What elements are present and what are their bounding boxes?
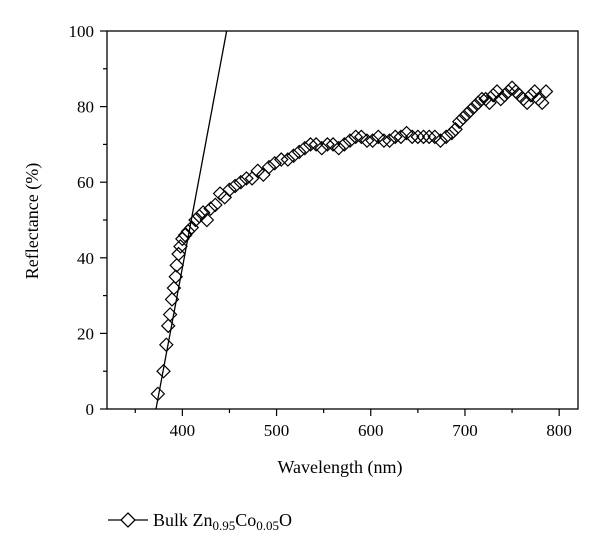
data-point: [173, 239, 188, 254]
data-point: [387, 129, 403, 145]
tangent-line: [155, 31, 228, 409]
x-tick-label-800: 800: [546, 421, 572, 440]
data-point: [331, 140, 347, 156]
data-point: [534, 95, 550, 111]
data-point: [470, 95, 486, 111]
plot-frame: [106, 30, 579, 410]
data-point: [166, 280, 182, 296]
data-point: [410, 129, 426, 145]
data-point: [342, 133, 358, 148]
data-point: [150, 386, 166, 402]
data-point: [314, 140, 330, 156]
data-point: [459, 106, 475, 122]
data-point: [500, 84, 516, 99]
data-point: [261, 159, 277, 175]
data-point: [421, 129, 437, 145]
data-point: [376, 133, 392, 148]
plot-area: 400 500 600 700 800 0 20 40 60 80 100: [69, 22, 579, 440]
data-point: [164, 292, 180, 307]
y-tick-label-80: 80: [77, 98, 94, 117]
legend-mid: Co: [235, 510, 256, 530]
x-axis-title: Wavelength (nm): [277, 457, 402, 478]
data-point: [280, 152, 296, 167]
data-point: [467, 99, 482, 114]
y-tick-label-40: 40: [77, 249, 94, 268]
data-point: [169, 258, 185, 273]
data-point: [438, 129, 454, 145]
legend: Bulk Zn0.95Co0.05O: [108, 510, 292, 533]
data-point: [222, 182, 237, 198]
data-point: [291, 144, 307, 160]
data-point: [489, 84, 505, 99]
data-point: [188, 212, 203, 228]
data-point: [171, 246, 186, 262]
data-point: [303, 137, 318, 152]
data-point: [497, 87, 512, 103]
data-point: [416, 129, 431, 145]
data-point: [227, 178, 243, 194]
data-point: [348, 129, 364, 145]
legend-marker: [120, 512, 136, 528]
y-tick-label-0: 0: [86, 400, 95, 419]
data-point: [451, 114, 467, 130]
data-point: [156, 363, 171, 379]
x-tick-label-500: 500: [264, 421, 290, 440]
data-point: [297, 140, 313, 156]
data-point: [365, 133, 380, 148]
data-point: [538, 84, 554, 99]
data-point: [523, 87, 539, 103]
legend-label: Bulk Zn0.95Co0.05O: [153, 510, 292, 533]
data-point: [337, 137, 352, 152]
data-point: [382, 133, 397, 148]
y-tick-label-20: 20: [77, 324, 94, 343]
data-point: [158, 337, 174, 353]
data-point: [207, 197, 223, 213]
data-point: [168, 269, 184, 285]
y-tick-label-60: 60: [77, 173, 94, 192]
data-point: [485, 87, 501, 103]
data-point: [404, 129, 420, 145]
data-point: [320, 137, 335, 152]
x-tick-label-600: 600: [358, 421, 384, 440]
legend-subscript-2: 0.05: [256, 518, 279, 533]
data-point: [162, 307, 178, 322]
data-point: [160, 318, 176, 334]
data-point: [180, 223, 196, 239]
data-point: [455, 110, 471, 126]
legend-subscript-1: 0.95: [213, 518, 236, 533]
y-axis-title: Reflectance (%): [22, 163, 43, 279]
data-point: [199, 212, 215, 228]
data-point: [203, 201, 218, 217]
x-tick-label-700: 700: [452, 421, 478, 440]
data-point: [239, 171, 254, 186]
data-point: [233, 174, 249, 190]
data-point: [527, 84, 543, 99]
y-tick-label-100: 100: [69, 22, 95, 41]
data-point: [286, 148, 301, 164]
data-point: [444, 125, 460, 141]
legend-suffix: O: [279, 510, 292, 530]
data-point: [217, 189, 233, 205]
data-point: [359, 133, 375, 148]
data-point: [273, 152, 289, 167]
data-point: [267, 155, 283, 171]
legend-prefix: Bulk Zn: [153, 510, 213, 530]
data-point: [493, 91, 509, 107]
x-tick-label-400: 400: [170, 421, 196, 440]
data-point: [195, 205, 211, 220]
data-point: [191, 208, 207, 224]
data-point: [463, 103, 478, 118]
data-point: [393, 129, 409, 145]
data-point: [474, 91, 490, 107]
data-point: [433, 133, 448, 148]
data-point: [177, 227, 193, 243]
